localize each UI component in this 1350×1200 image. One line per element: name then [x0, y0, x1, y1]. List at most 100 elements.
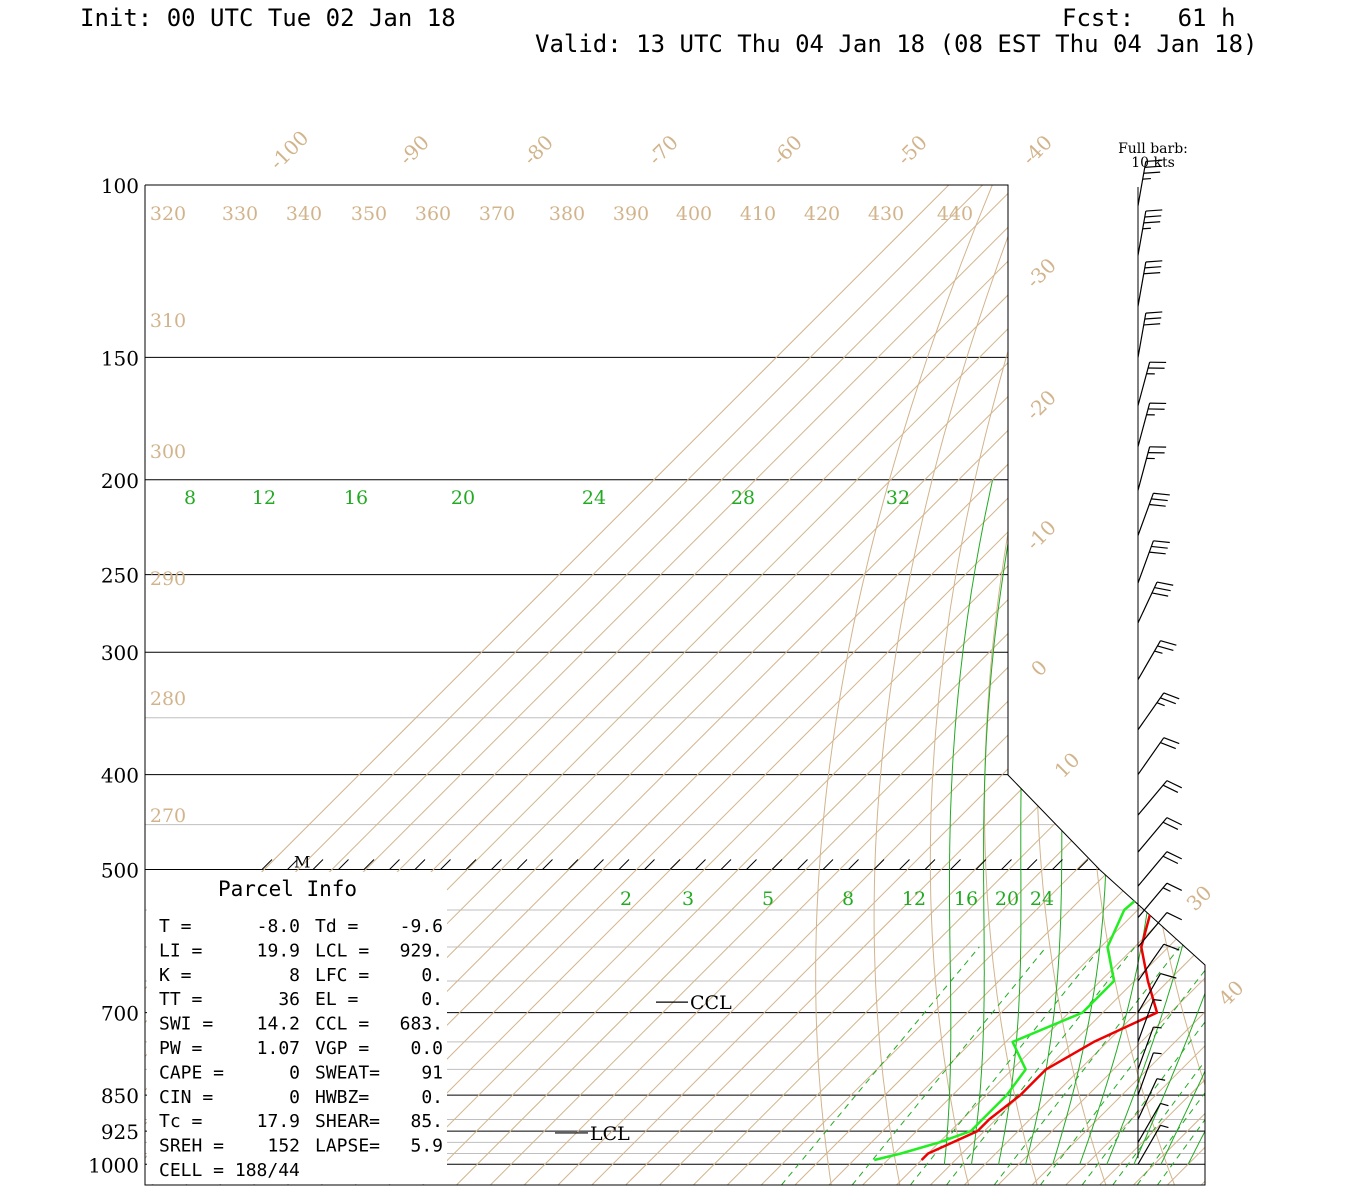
isotherm — [1031, 185, 1205, 1185]
barb-half — [1142, 227, 1151, 230]
isotherm — [794, 185, 1205, 1185]
isotherm — [963, 185, 1205, 1185]
wind-barb — [1137, 1026, 1162, 1070]
barb-full — [1145, 209, 1163, 212]
parcel-value: 19.9 — [257, 940, 300, 961]
barb-shaft — [1137, 999, 1154, 1043]
barb-shaft — [1137, 780, 1168, 816]
moist-adiabat — [1106, 479, 1205, 1165]
parcel-key: SREH = — [159, 1136, 224, 1157]
parcel-key: VGP = — [315, 1038, 369, 1059]
isotherm — [145, 185, 950, 1185]
level-hatch — [593, 859, 604, 870]
parcel-key: CAPE = — [159, 1062, 224, 1083]
dry-adiabat-label: 330 — [222, 203, 258, 225]
wind-barb — [1137, 492, 1170, 536]
level-hatch — [440, 859, 451, 870]
parcel-value: -9.6 — [400, 916, 443, 937]
wind-barb — [1137, 911, 1183, 948]
mixing-ratio-label: 8 — [842, 888, 854, 910]
isotherm — [523, 185, 1205, 1185]
moist-adiabat — [1025, 479, 1086, 1165]
barb-half — [1153, 1052, 1162, 1055]
barb-shaft — [1137, 882, 1168, 919]
level-hatch — [363, 859, 375, 870]
level-hatch — [848, 859, 859, 870]
barb-shaft — [1137, 581, 1158, 624]
forecast-hour: Fcst: 61 h — [1062, 4, 1236, 32]
dry-adiabat-label: 420 — [804, 203, 840, 225]
dry-adiabat-label: 320 — [150, 203, 186, 225]
parcel-info-title: Parcel Info — [218, 877, 357, 901]
barb-full — [1151, 498, 1168, 502]
isotherm-label: 0 — [1026, 655, 1052, 681]
barb-full — [1156, 581, 1174, 586]
mixing-ratio-label: 2 — [620, 888, 632, 910]
moist-adiabat — [943, 479, 994, 1165]
barb-full — [1162, 821, 1179, 830]
level-hatch — [924, 859, 936, 870]
level-hatch — [873, 859, 885, 870]
parcel-value: 0. — [421, 1087, 443, 1108]
wind-barb — [1137, 640, 1177, 680]
dry-adiabat-label: 290 — [150, 568, 186, 590]
level-hatch — [414, 859, 426, 870]
parcel-value: 91 — [421, 1062, 443, 1083]
level-hatch — [491, 859, 502, 870]
diagram-frame — [144, 184, 1206, 1186]
isotherm — [896, 185, 1205, 1185]
barb-shaft — [1137, 640, 1162, 680]
level-hatch — [1077, 859, 1089, 870]
level-hatch — [1026, 859, 1038, 870]
isotherm — [930, 185, 1205, 1185]
pressure-label-150: 150 — [101, 346, 139, 370]
pressure-label-1000: 1000 — [88, 1153, 139, 1177]
mixing-ratio-line — [1156, 946, 1205, 1185]
wind-barb — [1137, 817, 1183, 853]
level-hatch — [720, 859, 732, 870]
parcel-value: -8.0 — [257, 916, 300, 937]
barb-full — [1166, 780, 1183, 789]
dry-adiabat — [1229, 185, 1350, 1185]
barb-shaft — [1137, 912, 1168, 948]
pressure-label-400: 400 — [101, 764, 139, 788]
isotherm — [1235, 185, 1350, 1185]
dry-adiabat-label: 380 — [549, 203, 585, 225]
dry-adiabat — [1086, 185, 1175, 1185]
barb-half — [1156, 1078, 1166, 1081]
mixing-ratio-line — [1040, 946, 1205, 1185]
isotherm-label: -20 — [1021, 385, 1061, 425]
wind-barb — [1137, 999, 1162, 1043]
dry-adiabat-label: 350 — [351, 203, 387, 225]
level-hatch — [695, 859, 706, 870]
isotherm-label: 10 — [1050, 748, 1085, 783]
barb-shaft — [1137, 1103, 1162, 1143]
dry-adiabat-label: 360 — [415, 203, 451, 225]
dry-adiabat-label: 270 — [150, 805, 186, 827]
isotherm-label: -60 — [767, 130, 807, 170]
wind-barb — [1137, 311, 1163, 358]
isotherm — [456, 185, 1205, 1185]
isotherm-label: -80 — [518, 130, 558, 170]
barb-legend-line2: 10 kts — [1131, 155, 1175, 171]
isotherm — [1200, 185, 1205, 1185]
barb-half — [1160, 1124, 1169, 1129]
parcel-value: 683. — [400, 1014, 443, 1035]
wind-barb — [1137, 737, 1180, 775]
barb-shaft — [1137, 851, 1168, 887]
barb-shaft — [1137, 493, 1154, 536]
parcel-key: CCL = — [315, 1014, 369, 1035]
pressure-label-850: 850 — [101, 1084, 139, 1108]
parcel-key: SWEAT= — [315, 1062, 380, 1083]
barb-full — [1144, 317, 1162, 320]
isotherm — [997, 185, 1205, 1185]
wind-barb — [1137, 851, 1183, 887]
barb-shaft — [1137, 362, 1151, 406]
isotherm — [354, 185, 1205, 1185]
wind-barb — [1137, 446, 1167, 491]
isotherm — [320, 185, 1205, 1185]
pressure-label-500: 500 — [101, 858, 139, 882]
barb-full — [1160, 973, 1177, 979]
mixing-ratio-label: 3 — [682, 888, 694, 910]
